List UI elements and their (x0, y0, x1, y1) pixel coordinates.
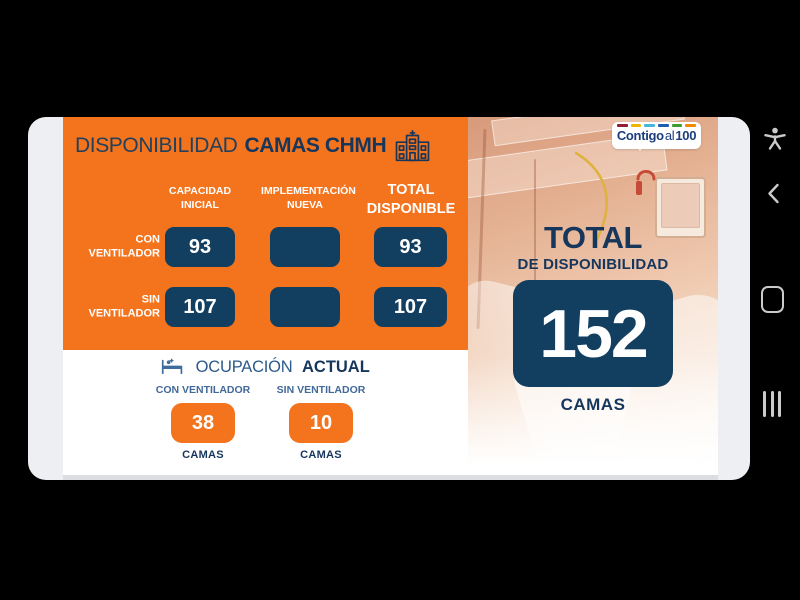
logo-dash (630, 124, 642, 127)
occupation-value-box: 10 (289, 403, 353, 443)
monitor-decor (655, 177, 706, 238)
occupation-value-box: 38 (171, 403, 235, 443)
accessibility-icon[interactable] (763, 127, 787, 154)
hospital-building-icon (395, 130, 430, 162)
occupation-label: CON VENTILADOR (155, 384, 251, 396)
logo-dash (658, 124, 669, 127)
occupation-sin-ventilador: SIN VENTILADOR 10 CAMAS (256, 384, 386, 461)
occupation-con-ventilador: CON VENTILADOR 38 CAMAS (138, 384, 268, 461)
column-header-implementacion-nueva: IMPLEMENTACIÓN NUEVA (261, 185, 356, 211)
patient-bed-icon (162, 358, 183, 375)
value-box-capacidad-inicial: 93 (165, 227, 235, 267)
column-header-total-disponible: TOTAL DISPONIBLE (366, 182, 456, 217)
occupation-title-light: OCUPACIÓN (195, 358, 293, 376)
home-button-icon[interactable] (761, 286, 784, 313)
infographic-card: DISPONIBILIDAD CAMAS CHMH CAPACIDAD (28, 117, 750, 480)
table-row-con-ventilador: CON VENTILADOR 93 93 (63, 227, 468, 267)
logo-dash (617, 124, 628, 127)
contigo-al-100-logo: Contigoal100 (612, 122, 701, 151)
occupation-unit: CAMAS (300, 449, 342, 461)
occupation-section: OCUPACIÓN ACTUAL CON VENTILADOR 38 CAMAS… (63, 350, 468, 480)
back-button-icon[interactable] (766, 183, 780, 204)
red-hook-decor (636, 170, 656, 195)
total-panel-photo: Contigoal100 TOTAL DE DISPONIBILIDAD 152… (468, 117, 718, 480)
availability-title-bold: CAMAS CHMH (244, 134, 387, 157)
logo-text: Contigoal100 (616, 128, 697, 143)
occupation-unit: CAMAS (182, 449, 224, 461)
availability-panel: DISPONIBILIDAD CAMAS CHMH CAPACIDAD (63, 117, 468, 350)
value-box-total-disponible: 107 (374, 287, 447, 327)
iv-pole-decor (534, 159, 536, 309)
total-value-box: 152 (513, 280, 673, 387)
occupation-title: OCUPACIÓN ACTUAL (63, 358, 468, 377)
logo-dash (685, 124, 697, 127)
total-unit: CAMAS (560, 395, 626, 414)
logo-dash (671, 124, 683, 127)
total-heading: TOTAL (544, 220, 642, 255)
availability-title: DISPONIBILIDAD CAMAS CHMH (75, 129, 465, 163)
total-subheading: DE DISPONIBILIDAD (517, 256, 669, 273)
infographic-content: DISPONIBILIDAD CAMAS CHMH CAPACIDAD (63, 117, 718, 480)
value-box-implementacion-nueva (270, 287, 340, 327)
value-box-capacidad-inicial: 107 (165, 287, 235, 327)
recents-button-icon[interactable] (763, 391, 781, 417)
column-header-capacidad-inicial: CAPACIDAD INICIAL (168, 185, 232, 211)
row-label: SIN VENTILADOR (88, 293, 161, 320)
value-box-total-disponible: 93 (374, 227, 447, 267)
table-row-sin-ventilador: SIN VENTILADOR 107 107 (63, 287, 468, 327)
row-label: CON VENTILADOR (88, 233, 161, 260)
occupation-label: SIN VENTILADOR (276, 384, 366, 396)
availability-title-light: DISPONIBILIDAD (75, 134, 238, 157)
occupation-title-bold: ACTUAL (301, 358, 370, 376)
logo-color-dashes (617, 124, 697, 127)
cable-decor (574, 151, 608, 247)
logo-dash (644, 124, 656, 127)
value-box-implementacion-nueva (270, 227, 340, 267)
